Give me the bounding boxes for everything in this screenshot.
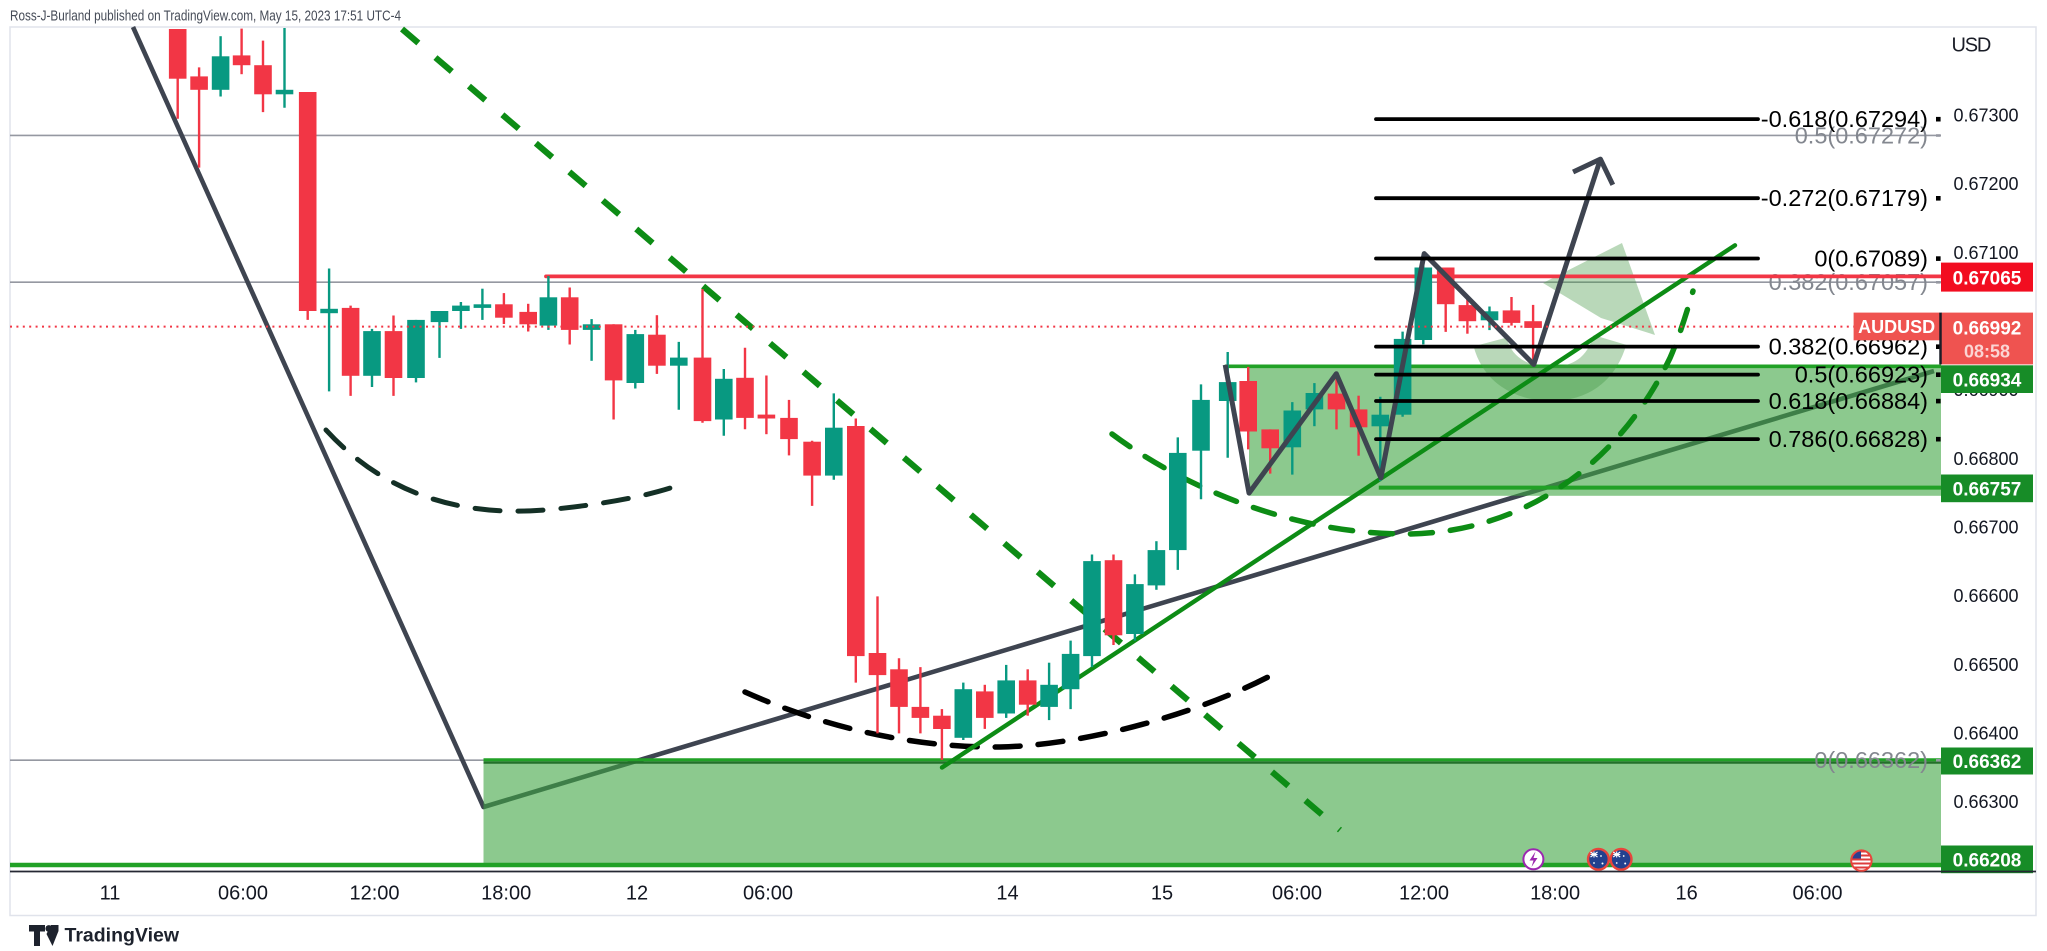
svg-text:0.382(0.67057): 0.382(0.67057) xyxy=(1769,269,1928,295)
svg-text:18:00: 18:00 xyxy=(481,883,531,905)
svg-text:06:00: 06:00 xyxy=(1272,883,1322,905)
svg-text:0.67065: 0.67065 xyxy=(1953,268,2022,289)
svg-text:06:00: 06:00 xyxy=(743,883,793,905)
svg-text:-0.272(0.67179): -0.272(0.67179) xyxy=(1761,185,1928,211)
svg-text:Ross-J-Burland published on Tr: Ross-J-Burland published on TradingView.… xyxy=(10,9,401,25)
svg-text:-0.618(0.67294): -0.618(0.67294) xyxy=(1761,106,1928,132)
svg-text:0.66500: 0.66500 xyxy=(1954,655,2019,675)
svg-text:0.66208: 0.66208 xyxy=(1953,851,2022,872)
svg-text:0.66800: 0.66800 xyxy=(1954,449,2019,469)
svg-text:06:00: 06:00 xyxy=(1792,883,1842,905)
svg-text:0(0.67089): 0(0.67089) xyxy=(1814,246,1928,272)
svg-text:USD: USD xyxy=(1952,35,1991,57)
svg-text:0.786(0.66828): 0.786(0.66828) xyxy=(1769,426,1928,452)
svg-text:08:58: 08:58 xyxy=(1964,341,2010,361)
svg-text:TradingView: TradingView xyxy=(65,925,180,947)
svg-text:0.618(0.66884): 0.618(0.66884) xyxy=(1769,388,1928,414)
svg-text:0.66934: 0.66934 xyxy=(1953,370,2022,391)
svg-text:0.67300: 0.67300 xyxy=(1954,106,2019,126)
svg-text:12:00: 12:00 xyxy=(1399,883,1449,905)
svg-text:AUDUSD: AUDUSD xyxy=(1858,317,1935,337)
svg-text:0.66600: 0.66600 xyxy=(1954,586,2019,606)
svg-text:12: 12 xyxy=(626,883,648,905)
svg-text:0.66400: 0.66400 xyxy=(1954,724,2019,744)
svg-text:0(0.66362): 0(0.66362) xyxy=(1814,747,1928,773)
svg-text:0.66700: 0.66700 xyxy=(1954,518,2019,538)
svg-text:0.67100: 0.67100 xyxy=(1954,243,2019,263)
svg-text:0.66757: 0.66757 xyxy=(1953,480,2022,501)
svg-text:0.66992: 0.66992 xyxy=(1953,318,2022,339)
svg-text:14: 14 xyxy=(996,883,1018,905)
svg-text:18:00: 18:00 xyxy=(1530,883,1580,905)
svg-text:0.66300: 0.66300 xyxy=(1954,792,2019,812)
svg-text:15: 15 xyxy=(1151,883,1173,905)
svg-text:16: 16 xyxy=(1675,883,1697,905)
svg-text:11: 11 xyxy=(100,883,121,905)
svg-text:0.5(0.66923): 0.5(0.66923) xyxy=(1795,362,1928,388)
svg-text:0.5(0.67272): 0.5(0.67272) xyxy=(1795,122,1928,148)
svg-text:0.67200: 0.67200 xyxy=(1954,174,2019,194)
svg-text:0.66362: 0.66362 xyxy=(1953,752,2022,773)
svg-text:06:00: 06:00 xyxy=(218,883,268,905)
svg-text:12:00: 12:00 xyxy=(349,883,399,905)
